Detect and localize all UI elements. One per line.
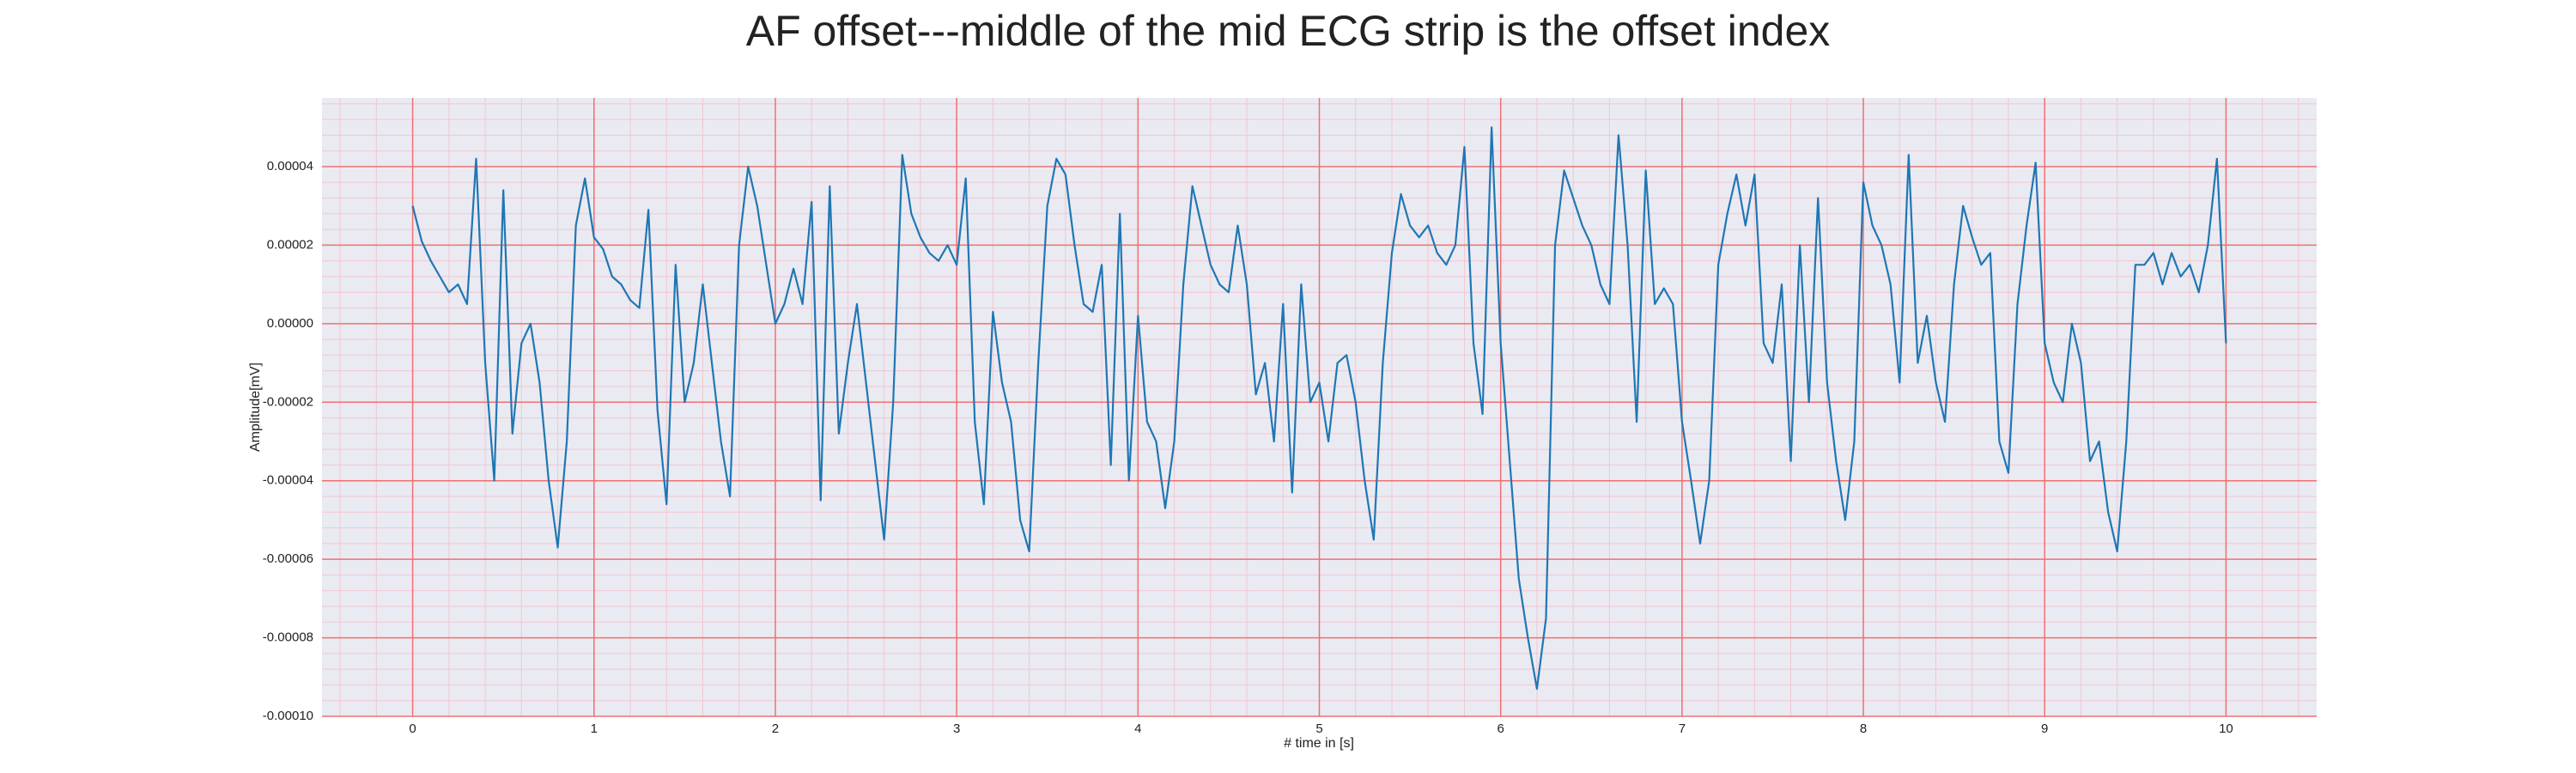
x-tick-label: 8	[1860, 721, 1867, 736]
y-tick-label: 0.00002	[267, 237, 313, 252]
y-tick-label: -0.00008	[263, 630, 313, 645]
ecg-line	[411, 126, 2227, 691]
y-tick-label: -0.00010	[263, 709, 313, 723]
x-axis-label: # time in [s]	[1284, 736, 1354, 751]
chart-title: AF offset---middle of the mid ECG strip …	[746, 7, 1831, 55]
x-tick-label: 2	[772, 721, 779, 736]
x-tick-label: 10	[2219, 721, 2233, 736]
x-tick-label: 6	[1498, 721, 1504, 736]
x-tick-label: 5	[1315, 721, 1322, 736]
x-tick-label: 4	[1134, 721, 1141, 736]
x-tick-label: 7	[1679, 721, 1686, 736]
x-tick-label: 3	[953, 721, 960, 736]
y-tick-label: 0.00000	[267, 316, 313, 331]
x-tick-label: 0	[409, 721, 416, 736]
y-tick-label: 0.00004	[267, 159, 313, 173]
y-tick-label: -0.00004	[263, 473, 313, 488]
x-tick-label: 9	[2041, 721, 2048, 736]
y-tick-label: -0.00006	[263, 551, 313, 566]
y-axis-label: Amplitude[mV]	[248, 362, 263, 452]
y-tick-label: -0.00002	[263, 394, 313, 409]
x-tick-label: 1	[591, 721, 598, 736]
